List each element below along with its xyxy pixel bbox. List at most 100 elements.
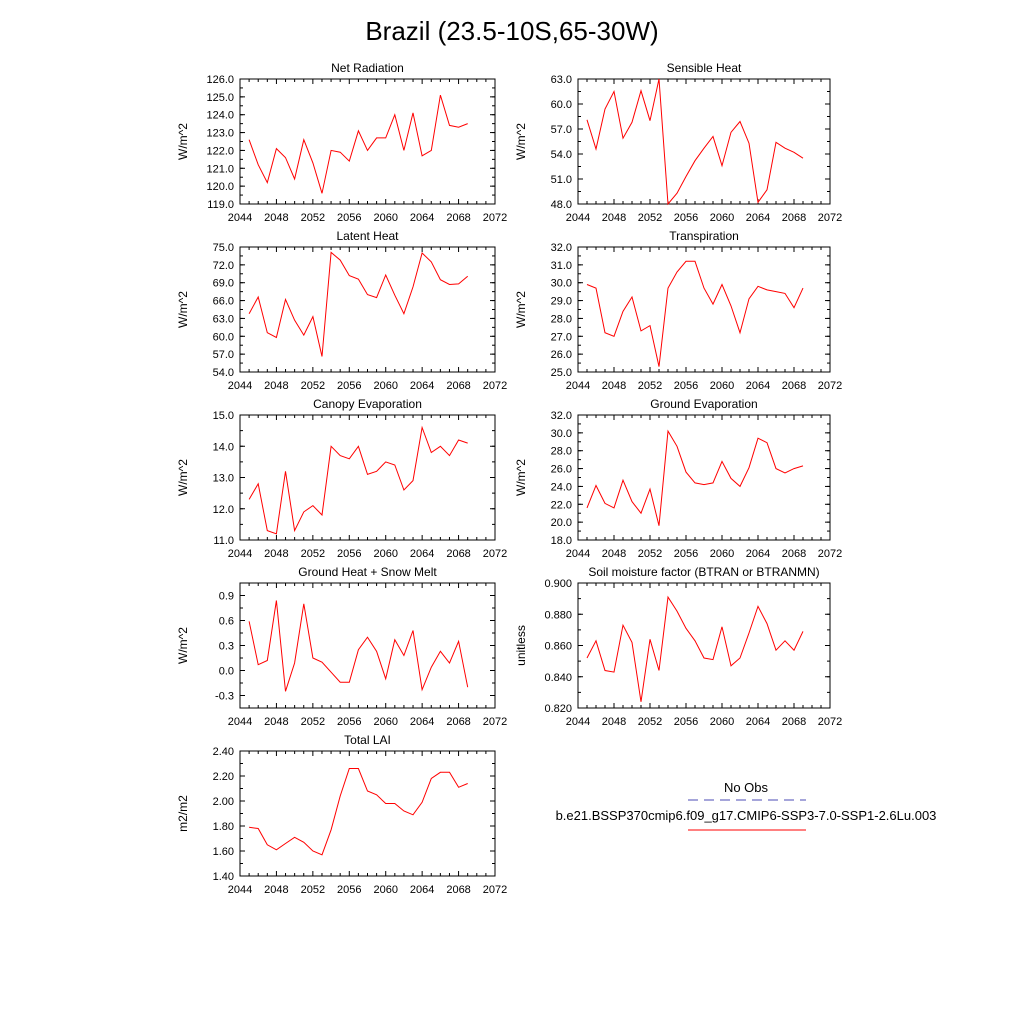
x-tick-label: 2064 — [746, 212, 770, 224]
y-tick-label: 2.00 — [213, 796, 234, 808]
plot-frame — [239, 750, 496, 877]
series-line — [248, 600, 469, 692]
x-tick-label: 2048 — [602, 548, 626, 560]
y-axis-label: W/m^2 — [514, 123, 528, 160]
series-line — [248, 251, 469, 357]
series-line — [586, 78, 804, 206]
y-axis-label: W/m^2 — [514, 459, 528, 496]
y-tick-label: 2.20 — [213, 771, 234, 783]
x-tick-label: 2072 — [483, 380, 507, 392]
plot-frame — [239, 78, 496, 205]
y-tick-label: 27.0 — [551, 331, 572, 343]
x-tick-label: 2052 — [301, 212, 325, 224]
x-tick-label: 2056 — [337, 212, 361, 224]
panel-2: Sensible Heat W/m^2 2044 2048 2052 2056 2060 20… — [514, 61, 842, 224]
y-tick-label: 0.900 — [544, 578, 572, 590]
x-tick-label: 2056 — [674, 716, 698, 728]
x-tick-label: 2068 — [782, 212, 806, 224]
y-tick-label: 1.60 — [213, 846, 234, 858]
x-tick-label: 2044 — [228, 212, 252, 224]
y-tick-label: -0.3 — [215, 691, 234, 703]
y-tick-label: 0.6 — [219, 616, 234, 628]
series-line — [586, 429, 804, 526]
y-tick-label: 123.0 — [206, 128, 234, 140]
x-tick-label: 2048 — [264, 212, 288, 224]
y-tick-label: 32.0 — [551, 410, 572, 422]
panel-title: Latent Heat — [336, 229, 399, 243]
y-tick-label: 1.40 — [213, 871, 234, 883]
y-tick-label: 30.0 — [551, 278, 572, 290]
x-tick-label: 2048 — [602, 716, 626, 728]
x-tick-label: 2060 — [373, 716, 397, 728]
y-axis-label: W/m^2 — [176, 291, 190, 328]
y-tick-label: 54.0 — [551, 149, 572, 161]
x-tick-label: 2068 — [446, 548, 470, 560]
y-tick-label: 72.0 — [213, 260, 234, 272]
y-tick-label: 122.0 — [206, 145, 234, 157]
y-tick-label: 11.0 — [213, 535, 234, 547]
series-line — [249, 768, 468, 856]
x-tick-label: 2064 — [746, 380, 770, 392]
y-tick-label: 1.80 — [213, 821, 234, 833]
y-tick-label: 121.0 — [206, 163, 234, 175]
x-tick-label: 2048 — [264, 884, 288, 896]
x-tick-label: 2060 — [373, 212, 397, 224]
series-line — [586, 595, 804, 702]
x-tick-label: 2056 — [674, 212, 698, 224]
x-tick-label: 2068 — [782, 548, 806, 560]
y-tick-label: 0.3 — [219, 641, 234, 653]
x-tick-label: 2072 — [818, 716, 842, 728]
x-tick-label: 2064 — [746, 548, 770, 560]
x-tick-label: 2060 — [373, 380, 397, 392]
y-tick-label: 32.0 — [551, 242, 572, 254]
x-tick-label: 2052 — [638, 548, 662, 560]
x-tick-label: 2072 — [483, 548, 507, 560]
x-tick-label: 2072 — [483, 716, 507, 728]
x-tick-label: 2056 — [337, 548, 361, 560]
y-tick-label: 14.0 — [213, 441, 234, 453]
y-axis-label: unitless — [514, 625, 528, 666]
panel-title: Soil moisture factor (BTRAN or BTRANMN) — [588, 565, 819, 579]
y-tick-label: 48.0 — [551, 199, 572, 211]
x-tick-label: 2060 — [710, 716, 734, 728]
panel-title: Canopy Evaporation — [313, 397, 422, 411]
y-tick-label: 63.0 — [551, 74, 572, 86]
x-tick-label: 2056 — [337, 380, 361, 392]
x-tick-label: 2056 — [337, 716, 361, 728]
x-tick-label: 2072 — [483, 884, 507, 896]
x-tick-label: 2044 — [228, 716, 252, 728]
y-tick-label: 15.0 — [213, 410, 234, 422]
x-tick-label: 2044 — [228, 884, 252, 896]
x-tick-label: 2048 — [602, 212, 626, 224]
x-tick-label: 2064 — [410, 716, 434, 728]
y-tick-label: 57.0 — [551, 124, 572, 136]
x-tick-label: 2048 — [264, 548, 288, 560]
y-axis-label: m2/m2 — [176, 795, 190, 832]
x-tick-label: 2064 — [410, 548, 434, 560]
y-axis-label: W/m^2 — [176, 627, 190, 664]
x-tick-label: 2064 — [410, 884, 434, 896]
y-tick-label: 126.0 — [206, 74, 234, 86]
x-tick-label: 2068 — [782, 716, 806, 728]
y-tick-label: 26.0 — [551, 464, 572, 476]
x-tick-label: 2052 — [638, 716, 662, 728]
series-line — [248, 94, 468, 194]
y-tick-label: 51.0 — [551, 174, 572, 186]
x-tick-label: 2064 — [410, 380, 434, 392]
x-tick-label: 2056 — [674, 380, 698, 392]
panel-3: Latent Heat W/m^2 2044 2048 2052 2056 2060 2064… — [176, 229, 507, 392]
panel-6: Ground Evaporation W/m^2 2044 2048 2052 2056 2… — [514, 397, 842, 560]
y-tick-label: 18.0 — [551, 535, 572, 547]
panel-title: Sensible Heat — [667, 61, 742, 75]
y-tick-label: 0.820 — [544, 703, 572, 715]
x-tick-label: 2052 — [638, 212, 662, 224]
y-tick-label: 125.0 — [206, 92, 234, 104]
plot-frame — [239, 246, 496, 373]
x-tick-label: 2052 — [301, 884, 325, 896]
x-tick-label: 2060 — [373, 548, 397, 560]
x-tick-label: 2072 — [483, 212, 507, 224]
x-tick-label: 2064 — [746, 716, 770, 728]
legend-obs-label: No Obs — [724, 780, 769, 795]
legend: No Obs b.e21.BSSP370cmip6.f09_g17.CMIP6-… — [556, 780, 936, 831]
